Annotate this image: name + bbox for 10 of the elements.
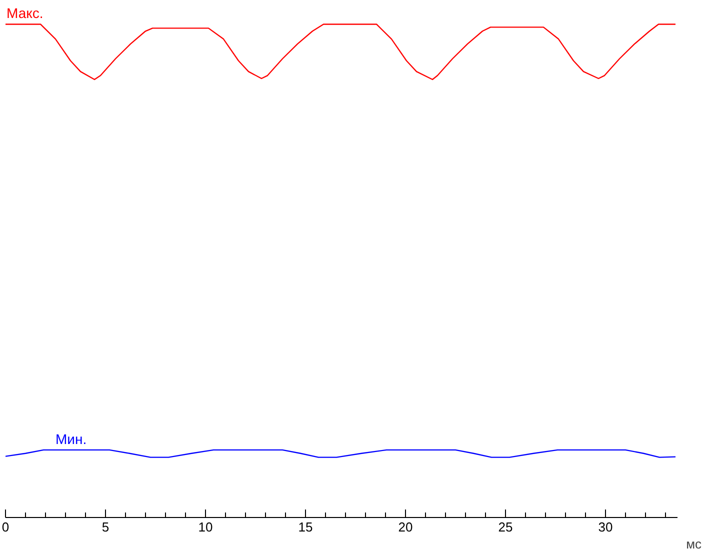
x-tick-label: 10 <box>198 520 213 534</box>
x-tick-label: 25 <box>498 520 513 534</box>
x-axis-title: мс <box>686 536 702 551</box>
x-tick-label: 0 <box>2 520 10 534</box>
series-label: Мин. <box>56 430 87 447</box>
x-tick-label: 5 <box>102 520 110 534</box>
series-label: Макс. <box>6 5 44 22</box>
x-tick-label: 20 <box>398 520 413 534</box>
x-tick-label: 30 <box>598 520 613 534</box>
x-tick-label: 15 <box>298 520 313 534</box>
